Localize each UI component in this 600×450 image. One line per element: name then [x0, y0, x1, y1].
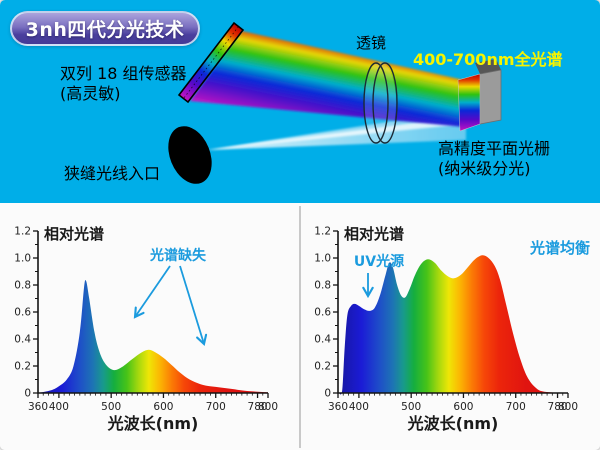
white-light-beam-core [207, 116, 466, 150]
chart-panel-balanced-spectrum: 0 0.2 0.4 0.6 0.8 1.0 1.2 360 400 500 600 700 780 800… [300, 203, 600, 450]
y-tick-label: 0 [24, 388, 31, 400]
x-tick-label: 500 [101, 401, 121, 413]
y-tick-label: 0.8 [314, 280, 331, 292]
y-tick-label: 0.6 [14, 307, 31, 319]
optical-path-drawing [168, 21, 502, 184]
grating-icon [457, 59, 502, 132]
rainbow-beam [190, 31, 464, 127]
lens-icon [363, 62, 398, 144]
chart-balanced-spectrum: 0 0.2 0.4 0.6 0.8 1.0 1.2 360 400 500 600 700 780800… [314, 225, 590, 433]
annotation-arrow [133, 265, 171, 319]
chart-missing-spectrum: 0 0.2 0.4 0.6 0.8 1.0 1.2 360 400 500 600 700 780800… [14, 225, 278, 433]
chart-panel-missing-spectrum: 0 0.2 0.4 0.6 0.8 1.0 1.2 360 400 500 600 700 780 800… [0, 203, 300, 450]
x-tick-label: 700 [206, 401, 226, 413]
x-tick-label: 780 [548, 401, 568, 413]
y-tick-label: 1.0 [14, 253, 31, 265]
y-tick-label: 0.8 [14, 280, 31, 292]
y-tick-label: 1.0 [314, 253, 331, 265]
slit-label: 狭缝光线入口 [64, 164, 161, 183]
annotation-label: 光谱均衡 [529, 239, 590, 257]
sensor-label: 双列 18 组传感器 (高灵敏) [60, 64, 187, 104]
title-badge-label: 3nh四代分光技术 [25, 19, 185, 41]
annotation-label: 光谱缺失 [149, 247, 207, 264]
annotation-arrow [179, 265, 208, 347]
x-tick-label: 600 [453, 401, 473, 413]
spectrum-area [339, 255, 568, 395]
chart-title: 相对光谱 [44, 225, 104, 243]
x-tick-label: 600 [153, 401, 173, 413]
x-tick-label: 800 [558, 401, 578, 413]
x-axis-label: 光波长(nm) [107, 414, 199, 433]
slit-entrance-icon [168, 126, 212, 184]
title-badge: 3nh四代分光技术 [10, 11, 200, 46]
x-tick-label: 360 [28, 401, 48, 413]
y-tick-label: 0.4 [14, 334, 31, 346]
y-tick-label: 0 [324, 388, 331, 400]
sensor-array-icon [177, 21, 245, 104]
y-tick-label: 0.4 [314, 334, 331, 346]
optical-path-diagram: 3nh四代分光技术 双列 18 组传感器 (高灵敏) 透镜 400-700nm全… [0, 0, 600, 203]
full-spectrum-label: 400-700nm全光谱 [413, 50, 563, 69]
y-tick-label: 0.6 [314, 307, 331, 319]
grating-label: 高精度平面光栅 (纳米级分光) [438, 139, 550, 179]
panel-divider [299, 206, 301, 448]
chart-title: 相对光谱 [344, 225, 404, 243]
annotation-label: UV光源 [354, 253, 404, 270]
x-tick-label: 700 [506, 401, 526, 413]
y-tick-label: 0.2 [14, 361, 31, 373]
grating-label-line1: 高精度平面光栅 [438, 139, 551, 158]
x-tick-label: 400 [349, 401, 369, 413]
lens-label: 透镜 [356, 34, 387, 52]
grating-label-line2: (纳米级分光) [438, 159, 531, 178]
y-tick-label: 1.2 [314, 226, 331, 238]
x-tick-label: 800 [258, 401, 278, 413]
x-tick-label: 500 [401, 401, 421, 413]
sensor-label-line2: (高灵敏) [60, 84, 121, 103]
x-tick-label: 400 [49, 401, 69, 413]
charts-row: 0 0.2 0.4 0.6 0.8 1.0 1.2 360 400 500 600 700 780 800… [0, 203, 600, 450]
x-tick-label: 360 [328, 401, 348, 413]
x-axis-label: 光波长(nm) [407, 414, 499, 433]
y-tick-label: 1.2 [14, 226, 31, 238]
y-tick-label: 0.2 [314, 361, 331, 373]
spectrum-area [38, 280, 268, 393]
x-tick-label: 780 [248, 401, 268, 413]
sensor-label-line1: 双列 18 组传感器 [60, 64, 187, 83]
